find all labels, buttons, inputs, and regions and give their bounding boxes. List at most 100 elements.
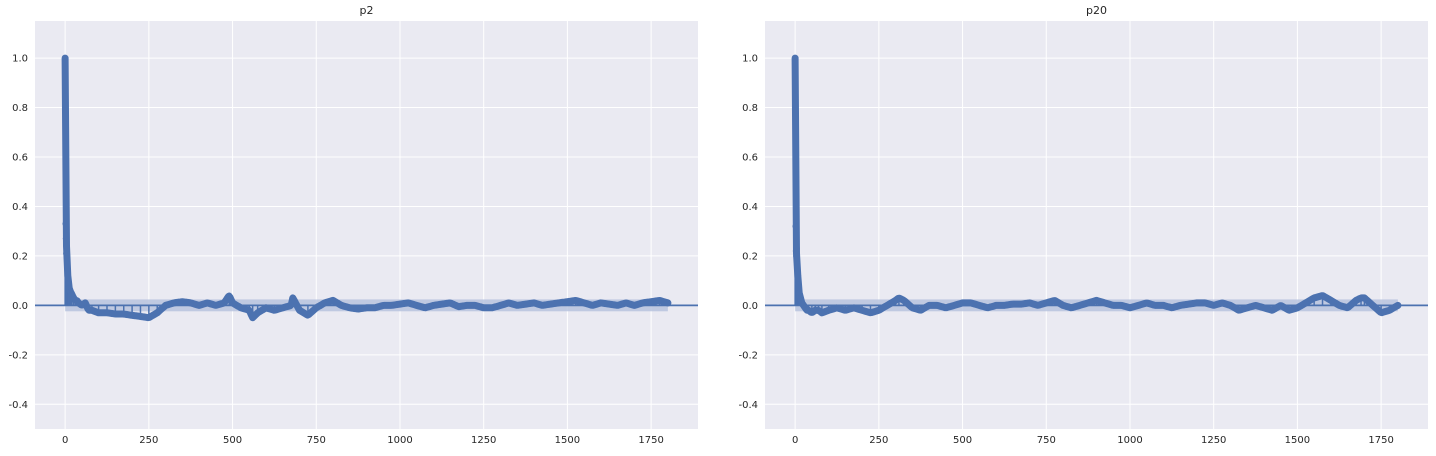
acf-point (313, 304, 320, 311)
acf-point (63, 250, 70, 257)
acf-point (1118, 302, 1125, 309)
x-tick-label: 1500 (555, 435, 580, 446)
y-tick-label: 1.0 (12, 54, 28, 65)
acf-point (1152, 302, 1159, 309)
acf-point (1378, 309, 1385, 316)
x-tick-label: 1750 (1368, 435, 1393, 446)
acf-point (64, 267, 71, 274)
acf-point (1076, 302, 1083, 309)
acf-point (1260, 304, 1267, 311)
x-tick-label: 1000 (1117, 435, 1142, 446)
acf-point (984, 304, 991, 311)
acf-point (447, 299, 454, 306)
acf-point (833, 304, 840, 311)
acf-point (405, 299, 412, 306)
acf-point (63, 255, 70, 262)
acf-point (1235, 307, 1242, 314)
acf-point (664, 299, 671, 306)
x-tick-label: 250 (869, 435, 888, 446)
y-tick-label: 1.0 (742, 54, 758, 65)
acf-point (1126, 304, 1133, 311)
acf-point (1210, 302, 1217, 309)
acf-point (1193, 299, 1200, 306)
acf-point (154, 309, 161, 316)
acf-point (942, 304, 949, 311)
y-tick-label: -0.2 (8, 350, 28, 361)
acf-point (631, 302, 638, 309)
acf-point (614, 302, 621, 309)
acf-point (1051, 297, 1058, 304)
acf-point (895, 294, 902, 301)
acf-point (162, 302, 169, 309)
acf-point (1168, 304, 1175, 311)
acf-point (330, 297, 337, 304)
acf-point (792, 223, 799, 230)
acf-point (497, 302, 504, 309)
acf-point (1227, 302, 1234, 309)
acf-point (489, 304, 496, 311)
acf-point (472, 302, 479, 309)
acf-point (909, 304, 916, 311)
acf-point (900, 297, 907, 304)
acf-point (120, 311, 127, 318)
acf-point (355, 306, 362, 313)
acf-point (1026, 299, 1033, 306)
acf-point (976, 302, 983, 309)
acf-point (62, 55, 69, 62)
acf-point (254, 309, 261, 316)
acf-point (505, 299, 512, 306)
x-tick-label: 500 (953, 435, 972, 446)
acf-point (296, 307, 303, 314)
acf-point (246, 307, 253, 314)
acf-point (62, 220, 69, 227)
acf-point (1252, 302, 1259, 309)
acf-point (1219, 299, 1226, 306)
acf-point (1110, 302, 1117, 309)
acf-point (88, 307, 95, 314)
acf-point (1060, 302, 1067, 309)
acf-point (825, 307, 832, 314)
acf-point (187, 299, 194, 306)
acf-point (204, 299, 211, 306)
acf-point (221, 299, 228, 306)
acf-point (530, 299, 537, 306)
x-tick-label: 1250 (471, 435, 496, 446)
y-tick-label: -0.4 (738, 400, 758, 411)
acf-point (1344, 304, 1351, 311)
x-tick-label: 1000 (387, 435, 412, 446)
y-tick-label: 0.0 (12, 301, 28, 312)
acf-point (1085, 299, 1092, 306)
acf-point (1361, 294, 1368, 301)
acf-point (850, 304, 857, 311)
acf-point (371, 304, 378, 311)
acf-point (65, 280, 72, 287)
acf-point (1185, 301, 1192, 308)
chart-panel-p2: 0 250 500 750 1000 1250 1500 1750 1.0 0.8 0.6 0.4 0.… (8, 4, 698, 446)
acf-point (934, 302, 941, 309)
y-tick-label: 0.2 (742, 251, 758, 262)
acf-point (396, 301, 403, 308)
acf-point (1336, 302, 1343, 309)
acf-point (564, 298, 571, 305)
acf-point (422, 304, 429, 311)
acf-point (413, 302, 420, 309)
chart-title: p2 (360, 4, 374, 17)
acf-point (1302, 299, 1309, 306)
acf-point (249, 314, 256, 321)
acf-point (226, 292, 233, 299)
x-tick-label: 750 (1037, 435, 1056, 446)
x-tick-label: 0 (792, 435, 798, 446)
chart-panel-p20: 0 250 500 750 1000 1250 1500 1750 1.0 0.8 0.6 0.4 0.… (738, 4, 1428, 446)
acf-point (1068, 304, 1075, 311)
acf-point (1177, 302, 1184, 309)
acf-point (597, 299, 604, 306)
acf-point (1327, 297, 1334, 304)
acf-point (842, 307, 849, 314)
acf-point (1101, 299, 1108, 306)
acf-point (179, 298, 186, 305)
x-tick-label: 1750 (638, 435, 663, 446)
acf-point (606, 301, 613, 308)
acf-point (795, 277, 802, 284)
acf-point (363, 304, 370, 311)
